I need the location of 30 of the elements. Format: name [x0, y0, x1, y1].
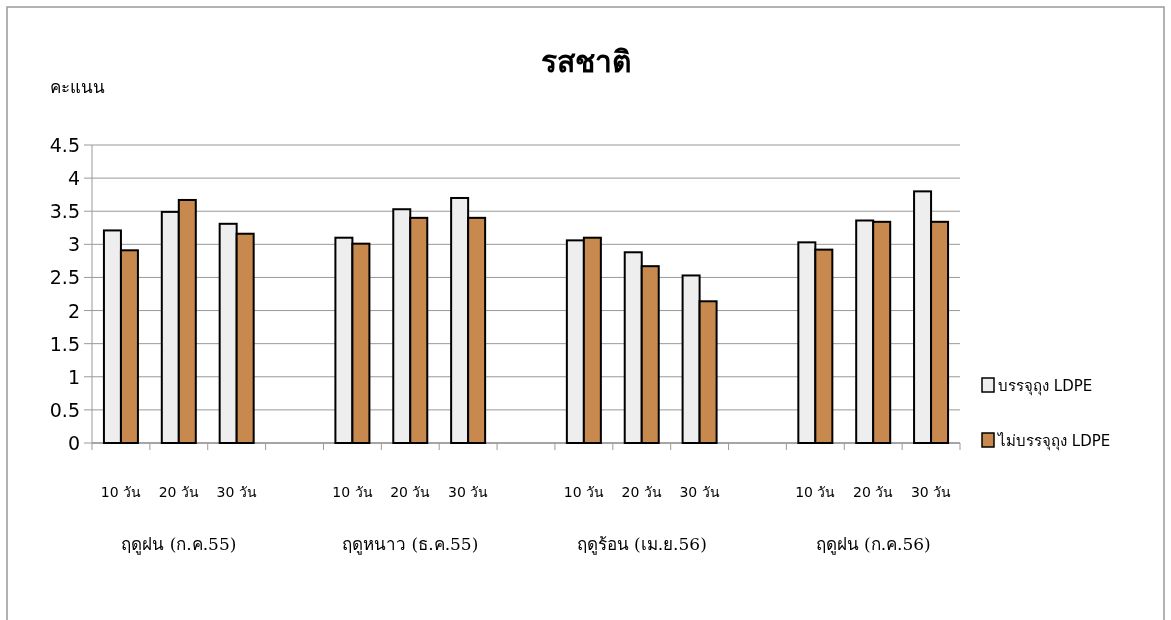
x-tick-label: 10 วัน: [563, 484, 604, 500]
text: ฤดูฝน (ก.ค.56): [815, 534, 931, 555]
y-axis-title: คะแนน: [50, 77, 105, 97]
x-tick-label: 30 วัน: [216, 484, 257, 500]
y-tick-label: 1: [67, 365, 80, 388]
chart-title: รสชาติ: [540, 44, 631, 79]
legend-label: ไม่บรรจุถุง LDPE: [997, 432, 1111, 451]
y-tick-label: 0: [67, 432, 80, 454]
legend-label: บรรจุถุง LDPE: [998, 377, 1093, 396]
y-tick-label: 4: [67, 167, 80, 190]
text: ฤดูฝน (ก.ค.55): [121, 534, 237, 555]
text: ฤดูหนาว (ธ.ค.55): [342, 534, 479, 555]
x-tick-label: 20 วัน: [853, 484, 894, 500]
y-tick-label: 2.5: [49, 266, 80, 289]
y-tick-label: 2: [67, 299, 80, 322]
y-tick-label: 1.5: [49, 332, 80, 355]
x-tick-label: 30 วัน: [910, 484, 952, 500]
x-tick-label: 10 วัน: [100, 484, 142, 500]
x-tick-label: 20 วัน: [390, 484, 431, 500]
y-tick-label: 3.5: [49, 200, 80, 223]
x-tick-label: 10 วัน: [332, 484, 373, 500]
text: ฤดูร้อน (เม.ย.56): [576, 534, 707, 555]
x-tick-label: 30 วัน: [679, 484, 720, 500]
x-tick-label: 30 วัน: [448, 484, 489, 500]
x-tick-label: 20 วัน: [621, 484, 662, 500]
x-tick-label: 20 วัน: [158, 484, 199, 500]
y-tick-label: 4.5: [49, 134, 80, 156]
y-tick-label: 0.5: [49, 398, 80, 421]
x-tick-label: 10 วัน: [795, 484, 836, 500]
y-tick-label: 3: [67, 233, 80, 256]
